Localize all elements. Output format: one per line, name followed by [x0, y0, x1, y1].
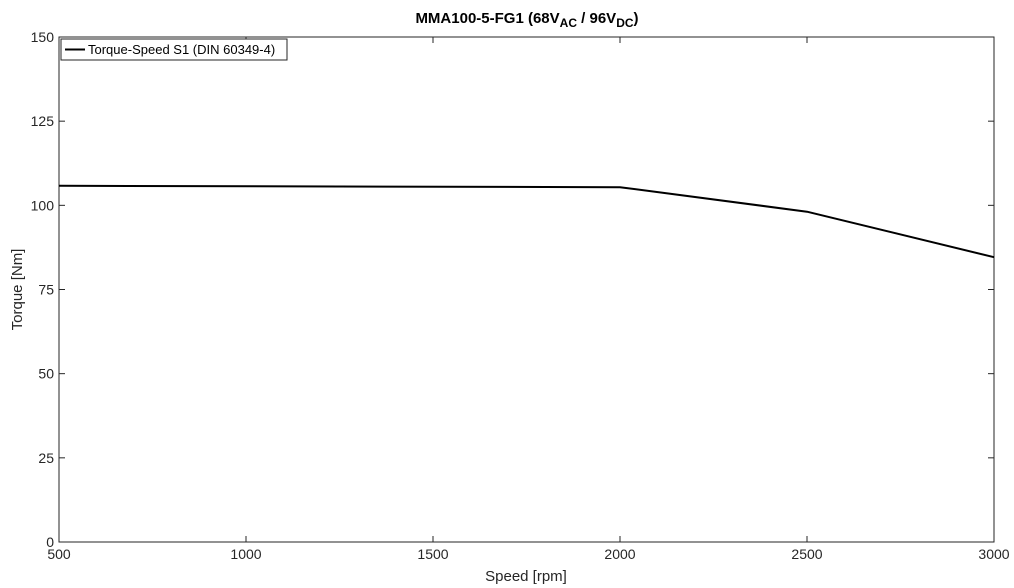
y-tick-label: 100: [31, 197, 55, 213]
x-tick-label: 1500: [417, 546, 448, 562]
x-tick-label: 500: [47, 546, 71, 562]
y-tick-label: 150: [31, 29, 55, 45]
chart-title: MMA100-5-FG1 (68VAC / 96VDC): [415, 10, 638, 30]
y-tick-label: 125: [31, 113, 55, 129]
legend-box: [60, 38, 288, 61]
y-tick-label: 75: [38, 282, 54, 298]
legend-entry: Torque-Speed S1 (DIN 60349-4): [88, 42, 275, 57]
y-axis-label: Torque [Nm]: [9, 249, 26, 331]
series-layer: [58, 184, 995, 259]
x-axis: 500 1000 1500 2000 2500 3000: [47, 37, 1010, 562]
x-tick-label: 3000: [978, 546, 1009, 562]
y-tick-label: 50: [38, 366, 54, 382]
x-tick-label: 2500: [791, 546, 822, 562]
x-axis-label: Speed [rpm]: [485, 568, 567, 585]
y-axis: 0 25 50 75 100 125 150: [31, 29, 994, 550]
legend: Torque-Speed S1 (DIN 60349-4): [60, 38, 288, 61]
y-tick-label: 25: [38, 450, 54, 466]
x-tick-label: 1000: [230, 546, 261, 562]
plot-area: [58, 36, 995, 543]
series-line: [58, 184, 995, 259]
x-tick-label: 2000: [604, 546, 635, 562]
y-tick-label: 0: [46, 534, 54, 550]
